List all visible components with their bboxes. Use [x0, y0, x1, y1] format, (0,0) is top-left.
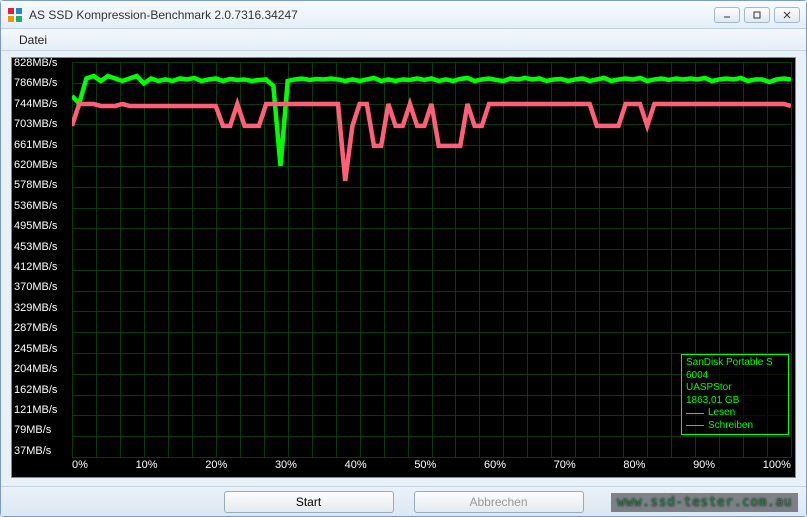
- legend: LesenSchreiben: [686, 407, 784, 432]
- y-tick-label: 121MB/s: [14, 405, 70, 416]
- abort-button[interactable]: Abbrechen: [414, 491, 584, 513]
- minimize-button[interactable]: [714, 7, 740, 23]
- start-button[interactable]: Start: [224, 491, 394, 513]
- y-tick-label: 620MB/s: [14, 160, 70, 171]
- y-tick-label: 578MB/s: [14, 180, 70, 191]
- titlebar: AS SSD Kompression-Benchmark 2.0.7316.34…: [1, 1, 806, 29]
- app-window: AS SSD Kompression-Benchmark 2.0.7316.34…: [0, 0, 807, 517]
- app-icon: [7, 7, 23, 23]
- y-tick-label: 37MB/s: [14, 446, 70, 457]
- legend-label: Schreiben: [708, 420, 753, 433]
- buttons-row: Start Abbrechen www.ssd-tester.com.au: [1, 486, 806, 516]
- legend-swatch: [686, 413, 704, 414]
- y-tick-label: 162MB/s: [14, 385, 70, 396]
- maximize-button[interactable]: [744, 7, 770, 23]
- x-tick-label: 80%: [623, 459, 645, 475]
- x-tick-label: 40%: [345, 459, 367, 475]
- y-tick-label: 245MB/s: [14, 344, 70, 355]
- y-tick-label: 79MB/s: [14, 425, 70, 436]
- x-tick-label: 0%: [72, 459, 88, 475]
- x-tick-label: 50%: [414, 459, 436, 475]
- y-tick-label: 744MB/s: [14, 99, 70, 110]
- y-tick-label: 703MB/s: [14, 119, 70, 130]
- info-device: SanDisk Portable S: [686, 357, 784, 370]
- window-controls: [714, 7, 800, 23]
- x-tick-label: 60%: [484, 459, 506, 475]
- info-driver: UASPStor: [686, 382, 784, 395]
- y-tick-label: 287MB/s: [14, 323, 70, 334]
- menubar: Datei: [1, 29, 806, 51]
- legend-item: Schreiben: [686, 420, 784, 433]
- x-tick-label: 70%: [554, 459, 576, 475]
- x-tick-label: 100%: [763, 459, 791, 475]
- y-tick-label: 370MB/s: [14, 282, 70, 293]
- chart-area: 828MB/s 786MB/s 744MB/s 703MB/s 661MB/s 620MB…: [11, 57, 796, 478]
- menu-file[interactable]: Datei: [11, 31, 55, 49]
- y-tick-label: 786MB/s: [14, 78, 70, 89]
- info-box: SanDisk Portable S 6004 UASPStor 1863,01…: [681, 354, 789, 435]
- watermark: www.ssd-tester.com.au: [611, 493, 798, 512]
- y-tick-label: 453MB/s: [14, 242, 70, 253]
- legend-swatch: [686, 425, 704, 426]
- window-title: AS SSD Kompression-Benchmark 2.0.7316.34…: [29, 8, 714, 22]
- y-tick-label: 536MB/s: [14, 201, 70, 212]
- legend-label: Lesen: [708, 407, 735, 420]
- x-axis-labels: 0% 10% 20% 30% 40% 50% 60% 70% 80% 90% 100%: [72, 459, 791, 475]
- x-tick-label: 20%: [205, 459, 227, 475]
- series-schreiben: [72, 104, 791, 181]
- y-tick-label: 204MB/s: [14, 364, 70, 375]
- y-tick-label: 828MB/s: [14, 58, 70, 69]
- y-axis-labels: 828MB/s 786MB/s 744MB/s 703MB/s 661MB/s 620MB…: [14, 58, 70, 457]
- y-tick-label: 661MB/s: [14, 140, 70, 151]
- x-tick-label: 90%: [693, 459, 715, 475]
- x-tick-label: 30%: [275, 459, 297, 475]
- info-capacity: 1863,01 GB: [686, 395, 784, 408]
- y-tick-label: 495MB/s: [14, 221, 70, 232]
- y-tick-label: 412MB/s: [14, 262, 70, 273]
- content-area: 828MB/s 786MB/s 744MB/s 703MB/s 661MB/s 620MB…: [1, 51, 806, 486]
- x-tick-label: 10%: [136, 459, 158, 475]
- info-firmware: 6004: [686, 370, 784, 383]
- close-button[interactable]: [774, 7, 800, 23]
- series-lesen: [72, 76, 791, 166]
- plot-region: SanDisk Portable S 6004 UASPStor 1863,01…: [72, 62, 791, 457]
- legend-item: Lesen: [686, 407, 784, 420]
- y-tick-label: 329MB/s: [14, 303, 70, 314]
